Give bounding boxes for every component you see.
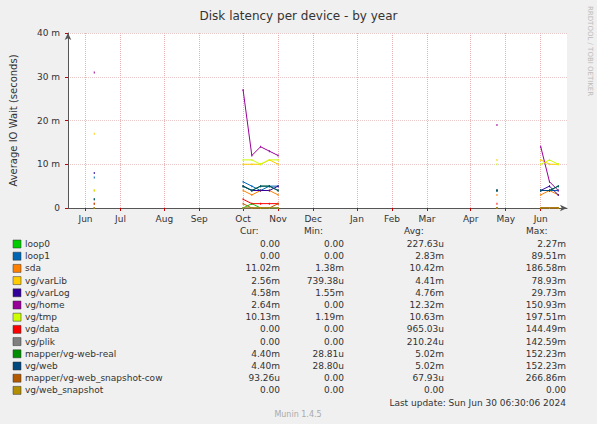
svg-text:89.51m: 89.51m — [531, 251, 566, 261]
svg-text:Jun: Jun — [77, 214, 92, 224]
svg-text:11.02m: 11.02m — [245, 263, 280, 273]
svg-text:0.00: 0.00 — [424, 385, 444, 395]
svg-text:0.00: 0.00 — [324, 251, 344, 261]
svg-text:10.63m: 10.63m — [409, 312, 444, 322]
svg-text:93.26u: 93.26u — [249, 373, 280, 383]
svg-text:Jul: Jul — [114, 214, 126, 224]
svg-text:Average IO Wait (seconds): Average IO Wait (seconds) — [8, 54, 19, 186]
svg-text:Avg:: Avg: — [404, 226, 424, 236]
svg-text:vg/web: vg/web — [25, 361, 58, 371]
svg-text:loop0: loop0 — [25, 239, 50, 249]
svg-text:Jun: Jun — [533, 214, 548, 224]
svg-text:vg/varLib: vg/varLib — [25, 276, 67, 286]
svg-text:144.49m: 144.49m — [526, 324, 566, 334]
svg-text:Munin 1.4.5: Munin 1.4.5 — [274, 410, 321, 419]
svg-text:May: May — [496, 214, 515, 224]
svg-text:2.64m: 2.64m — [251, 300, 280, 310]
svg-text:4.58m: 4.58m — [251, 288, 280, 298]
svg-text:0.00: 0.00 — [260, 385, 280, 395]
svg-text:RRDTOOL / TOBI OETIKER: RRDTOOL / TOBI OETIKER — [586, 6, 594, 96]
svg-text:0.00: 0.00 — [546, 385, 566, 395]
svg-text:2.27m: 2.27m — [537, 239, 566, 249]
svg-text:4.40m: 4.40m — [251, 361, 280, 371]
svg-text:0.00: 0.00 — [260, 337, 280, 347]
svg-text:4.76m: 4.76m — [415, 288, 444, 298]
svg-text:0.00: 0.00 — [324, 385, 344, 395]
svg-text:Apr: Apr — [463, 214, 479, 224]
svg-text:Dec: Dec — [304, 214, 321, 224]
svg-text:vg/data: vg/data — [25, 324, 59, 334]
svg-text:152.23m: 152.23m — [526, 361, 566, 371]
svg-text:Aug: Aug — [156, 214, 174, 224]
svg-text:266.86m: 266.86m — [526, 373, 566, 383]
svg-text:Max:: Max: — [526, 226, 548, 236]
svg-text:0.00: 0.00 — [324, 239, 344, 249]
svg-text:4.40m: 4.40m — [251, 349, 280, 359]
svg-text:vg/web_snapshot: vg/web_snapshot — [25, 385, 104, 395]
svg-text:30 m: 30 m — [37, 72, 60, 82]
svg-text:vg/tmp: vg/tmp — [25, 312, 57, 322]
svg-text:mapper/vg-web_snapshot-cow: mapper/vg-web_snapshot-cow — [25, 373, 163, 383]
svg-text:4.41m: 4.41m — [415, 276, 444, 286]
svg-text:Oct: Oct — [235, 214, 251, 224]
svg-text:142.59m: 142.59m — [526, 337, 566, 347]
svg-text:197.51m: 197.51m — [526, 312, 566, 322]
svg-text:Disk latency per device - by y: Disk latency per device - by year — [200, 9, 398, 23]
svg-text:29.73m: 29.73m — [531, 288, 566, 298]
svg-text:5.02m: 5.02m — [415, 361, 444, 371]
svg-text:0.00: 0.00 — [324, 337, 344, 347]
svg-text:0: 0 — [54, 203, 60, 213]
svg-text:Jan: Jan — [349, 214, 364, 224]
svg-text:2.56m: 2.56m — [251, 276, 280, 286]
svg-text:10.42m: 10.42m — [409, 263, 444, 273]
svg-text:vg/home: vg/home — [25, 300, 65, 310]
svg-text:vg/plik: vg/plik — [25, 337, 56, 347]
svg-text:40 m: 40 m — [37, 28, 60, 38]
svg-text:12.32m: 12.32m — [409, 300, 444, 310]
svg-text:Mar: Mar — [418, 214, 435, 224]
svg-text:0.00: 0.00 — [324, 373, 344, 383]
svg-text:mapper/vg-web-real: mapper/vg-web-real — [25, 349, 116, 359]
svg-text:Min:: Min: — [304, 226, 323, 236]
svg-text:20 m: 20 m — [37, 116, 60, 126]
svg-text:28.81u: 28.81u — [313, 349, 344, 359]
svg-text:Sep: Sep — [191, 214, 208, 224]
svg-text:0.00: 0.00 — [260, 324, 280, 334]
svg-text:150.93m: 150.93m — [526, 300, 566, 310]
svg-text:67.93u: 67.93u — [413, 373, 444, 383]
svg-text:2.83m: 2.83m — [415, 251, 444, 261]
svg-text:1.38m: 1.38m — [315, 263, 344, 273]
svg-text:210.24u: 210.24u — [407, 337, 444, 347]
svg-text:1.55m: 1.55m — [315, 288, 344, 298]
svg-text:10.13m: 10.13m — [245, 312, 280, 322]
svg-text:28.80u: 28.80u — [313, 361, 344, 371]
svg-text:0.00: 0.00 — [260, 251, 280, 261]
svg-text:78.93m: 78.93m — [531, 276, 566, 286]
svg-text:sda: sda — [25, 263, 41, 273]
svg-text:739.38u: 739.38u — [307, 276, 344, 286]
svg-text:0.00: 0.00 — [324, 324, 344, 334]
svg-text:1.19m: 1.19m — [315, 312, 344, 322]
svg-text:10 m: 10 m — [37, 159, 60, 169]
svg-text:0.00: 0.00 — [260, 239, 280, 249]
svg-text:152.23m: 152.23m — [526, 349, 566, 359]
svg-text:Last update: Sun Jun 30 06:30:: Last update: Sun Jun 30 06:30:06 2024 — [389, 398, 566, 408]
svg-text:0.00: 0.00 — [324, 300, 344, 310]
svg-text:Cur:: Cur: — [240, 226, 259, 236]
svg-text:5.02m: 5.02m — [415, 349, 444, 359]
svg-text:vg/varLog: vg/varLog — [25, 288, 70, 298]
svg-text:Feb: Feb — [384, 214, 400, 224]
svg-text:227.63u: 227.63u — [407, 239, 444, 249]
svg-text:965.03u: 965.03u — [407, 324, 444, 334]
svg-text:loop1: loop1 — [25, 251, 50, 261]
svg-text:186.58m: 186.58m — [526, 263, 566, 273]
svg-text:Nov: Nov — [269, 214, 287, 224]
